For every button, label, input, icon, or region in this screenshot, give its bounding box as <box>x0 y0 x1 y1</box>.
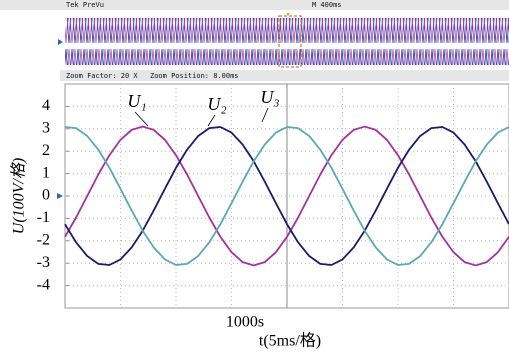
zoom-factor: Zoom Factor: 20 X <box>66 72 138 80</box>
y-tick-label: -1 <box>37 209 50 226</box>
label-leader <box>262 108 268 122</box>
y-tick-label: 3 <box>42 119 50 136</box>
y-tick-label: -2 <box>37 231 50 248</box>
label-leader <box>208 115 215 126</box>
preview-channel-marker <box>58 39 63 45</box>
y-axis-label: U(100V/格) <box>10 158 28 234</box>
annotation: 1000s <box>226 314 264 331</box>
y-tick-label: -3 <box>37 254 50 271</box>
y-tick-label: 1 <box>42 164 50 181</box>
oscilloscope-chart: Tek PreVu M 400ms Zoom Factor: 20 X Zoom… <box>0 0 509 353</box>
x-axis-label: t(5ms/格) <box>259 332 321 350</box>
preview-waveform <box>65 18 509 65</box>
channel-marker <box>57 193 63 199</box>
preview-timebase: M 400ms <box>312 1 342 9</box>
zoom-position: Zoom Position: 8.00ms <box>150 72 239 80</box>
y-tick-label: 4 <box>42 97 50 114</box>
y-tick-label: 0 <box>42 187 50 204</box>
y-tick-label: 2 <box>42 142 50 159</box>
series-label: U₃ <box>260 87 279 107</box>
label-leader <box>135 112 148 126</box>
series-label: U₁ <box>127 91 146 111</box>
y-tick-label: -4 <box>37 276 50 293</box>
series-label: U₂ <box>207 94 226 114</box>
preview-brand: Tek PreVu <box>66 1 104 9</box>
